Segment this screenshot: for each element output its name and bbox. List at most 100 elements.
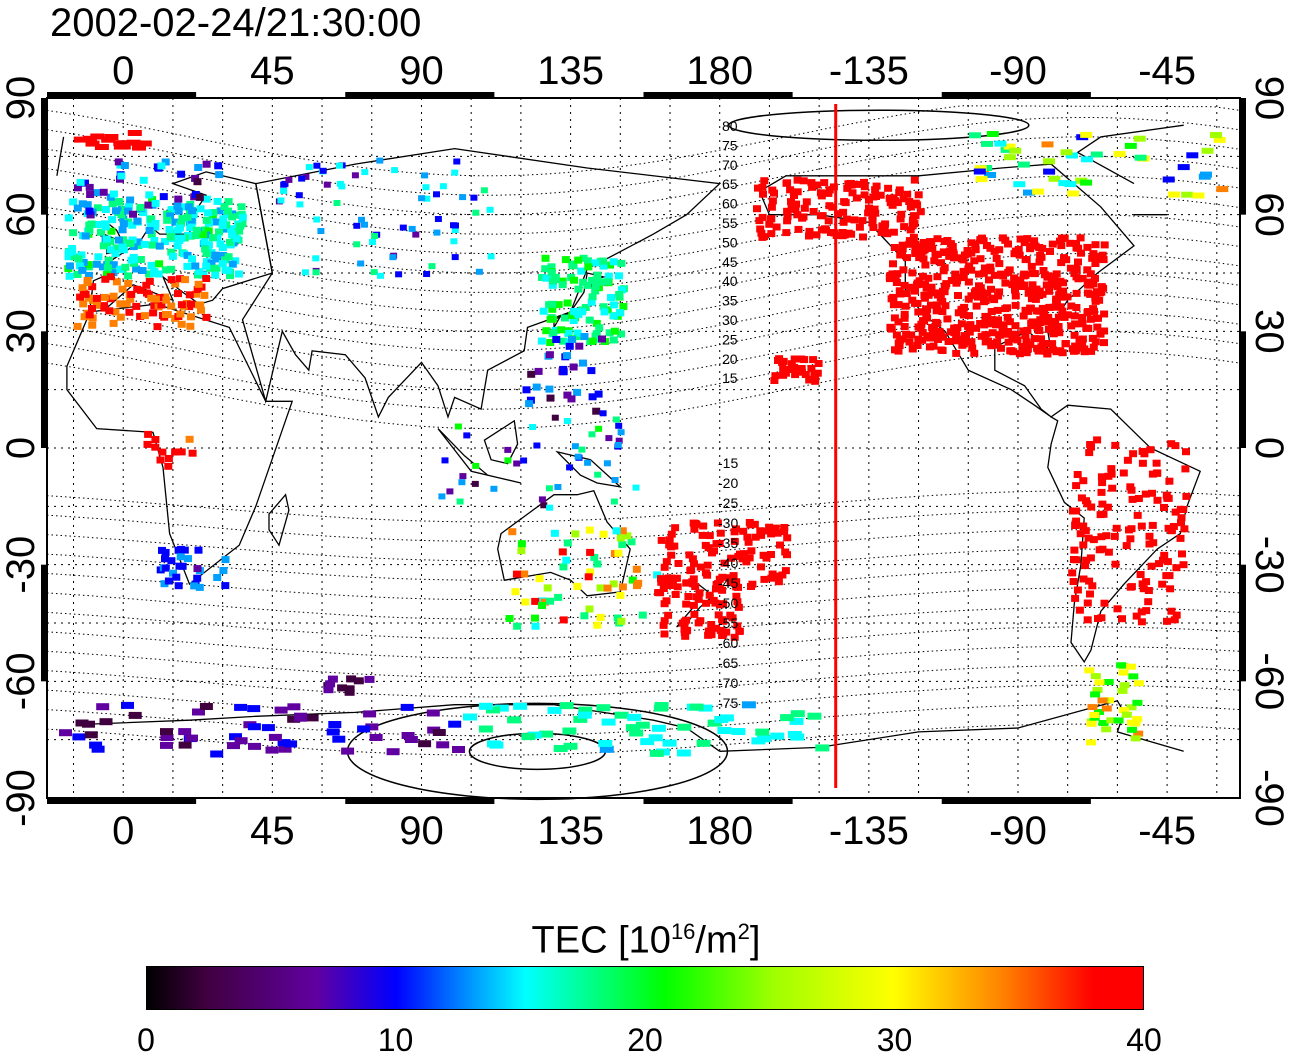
tec-point-alaska xyxy=(759,190,767,198)
tec-point-usa xyxy=(979,269,988,277)
tec-point-europe xyxy=(107,227,116,235)
tec-point-usa xyxy=(1072,240,1080,247)
tec-point-alaska xyxy=(754,184,762,192)
tec-point-australia xyxy=(521,598,530,606)
tec-point-usa xyxy=(1023,235,1032,243)
tec-point-usa xyxy=(903,254,911,262)
tec-point-usa xyxy=(986,267,995,275)
tec-point-mediterranean xyxy=(150,302,159,310)
tec-point-australia xyxy=(593,560,602,568)
tec-point-scandinavia xyxy=(99,188,108,196)
tec-point-usa xyxy=(998,324,1007,332)
tec-point-south-africa xyxy=(190,582,199,590)
tec-point-pacific-south xyxy=(674,560,683,567)
tec-point-canada-arctic xyxy=(1032,188,1045,195)
tec-point-alaska xyxy=(765,220,774,228)
tec-point-usa xyxy=(959,267,968,275)
tec-point-usa xyxy=(1078,335,1087,343)
tec-point-japan xyxy=(537,337,546,345)
tec-point-asia xyxy=(391,167,399,174)
tec-point-canada-arctic xyxy=(974,165,987,172)
magnetic-contour--50 xyxy=(46,626,1241,659)
tec-point-alaska xyxy=(871,186,880,194)
tec-point-usa xyxy=(1034,347,1043,355)
tec-point-antarctica-east xyxy=(305,714,319,722)
tec-point-asia xyxy=(439,183,447,190)
tec-point-asia xyxy=(451,169,459,176)
tec-point-pacific-south xyxy=(671,524,680,532)
tec-point-pacific-south xyxy=(715,539,724,547)
tec-point-south-america xyxy=(1129,450,1138,458)
tec-point-indonesia xyxy=(617,429,625,436)
top-frame-bar xyxy=(47,92,197,98)
tec-point-pacific-south xyxy=(771,524,780,532)
colorbar-tick-label: 30 xyxy=(876,1022,913,1058)
tec-point-australia xyxy=(618,583,627,591)
tec-point-alaska xyxy=(809,208,818,215)
tec-point-south-africa xyxy=(194,546,203,554)
tec-point-patagonia xyxy=(1104,697,1114,704)
tec-point-usa xyxy=(1016,235,1025,243)
tec-point-japan xyxy=(548,281,557,289)
tec-point-asia xyxy=(376,157,384,164)
tec-point-usa xyxy=(908,296,917,304)
tec-point-usa xyxy=(1070,331,1079,339)
tec-point-new-zealand xyxy=(719,600,728,608)
tec-point-usa xyxy=(975,270,983,278)
tec-point-europe xyxy=(191,262,200,270)
tec-point-south-america xyxy=(1108,484,1117,492)
tec-point-new-zealand xyxy=(692,593,701,601)
bottom-frame-bar xyxy=(941,798,1091,804)
tec-point-arctic xyxy=(83,135,97,142)
south-america-coast xyxy=(1047,404,1202,664)
tec-point-canada-arctic xyxy=(1177,164,1190,171)
tec-point-usa xyxy=(943,237,952,244)
top-lon-label: 135 xyxy=(537,49,604,93)
tec-point-antarctica-east xyxy=(328,721,342,728)
tec-point-scandinavia xyxy=(215,171,224,179)
tec-point-south-america xyxy=(1148,521,1157,529)
tec-point-japan xyxy=(538,274,546,281)
tec-point-europe xyxy=(201,245,210,253)
tec-point-usa xyxy=(977,332,986,340)
tec-point-antarctica-east xyxy=(432,729,446,736)
tec-point-south-america xyxy=(1182,492,1191,500)
tec-point-usa xyxy=(924,274,933,282)
tec-point-usa xyxy=(1022,256,1031,263)
tec-point-usa xyxy=(960,251,969,259)
tec-point-usa xyxy=(1042,281,1051,289)
tec-point-south-africa xyxy=(221,556,230,564)
tec-point-alaska xyxy=(896,215,905,223)
tec-point-usa xyxy=(1035,258,1044,266)
tec-point-new-zealand xyxy=(682,600,691,608)
tec-point-south-africa xyxy=(158,546,166,554)
tec-point-usa xyxy=(1044,317,1053,325)
tec-point-usa xyxy=(1091,260,1100,267)
tec-point-japan xyxy=(549,277,557,285)
tec-point-south-africa xyxy=(219,567,228,574)
tec-point-australia xyxy=(586,548,595,556)
tec-point-japan xyxy=(539,307,548,315)
tec-point-japan xyxy=(588,293,597,301)
tec-point-antarctica-east xyxy=(248,742,261,750)
tec-point-west-africa xyxy=(158,448,167,456)
tec-point-japan xyxy=(548,300,557,308)
tec-point-scandinavia xyxy=(85,207,94,215)
tec-point-south-america xyxy=(1112,524,1121,532)
tec-point-alaska xyxy=(805,227,814,235)
tec-point-australia xyxy=(590,553,599,561)
tec-point-antarctica-west xyxy=(717,727,732,734)
tec-point-usa xyxy=(1010,274,1019,282)
tec-point-europe xyxy=(204,227,213,235)
tec-point-arctic xyxy=(85,140,100,147)
tec-point-south-america xyxy=(1076,530,1085,538)
tec-point-canada-arctic xyxy=(1065,152,1078,159)
tec-point-usa xyxy=(938,347,947,354)
tec-point-mediterranean xyxy=(182,299,191,307)
tec-point-japan xyxy=(607,294,615,301)
tec-point-mediterranean xyxy=(111,308,120,316)
tec-point-south-america xyxy=(1177,514,1186,522)
tec-point-asia xyxy=(459,194,467,201)
tec-point-patagonia xyxy=(1117,687,1128,694)
tec-point-south-america xyxy=(1164,524,1173,532)
